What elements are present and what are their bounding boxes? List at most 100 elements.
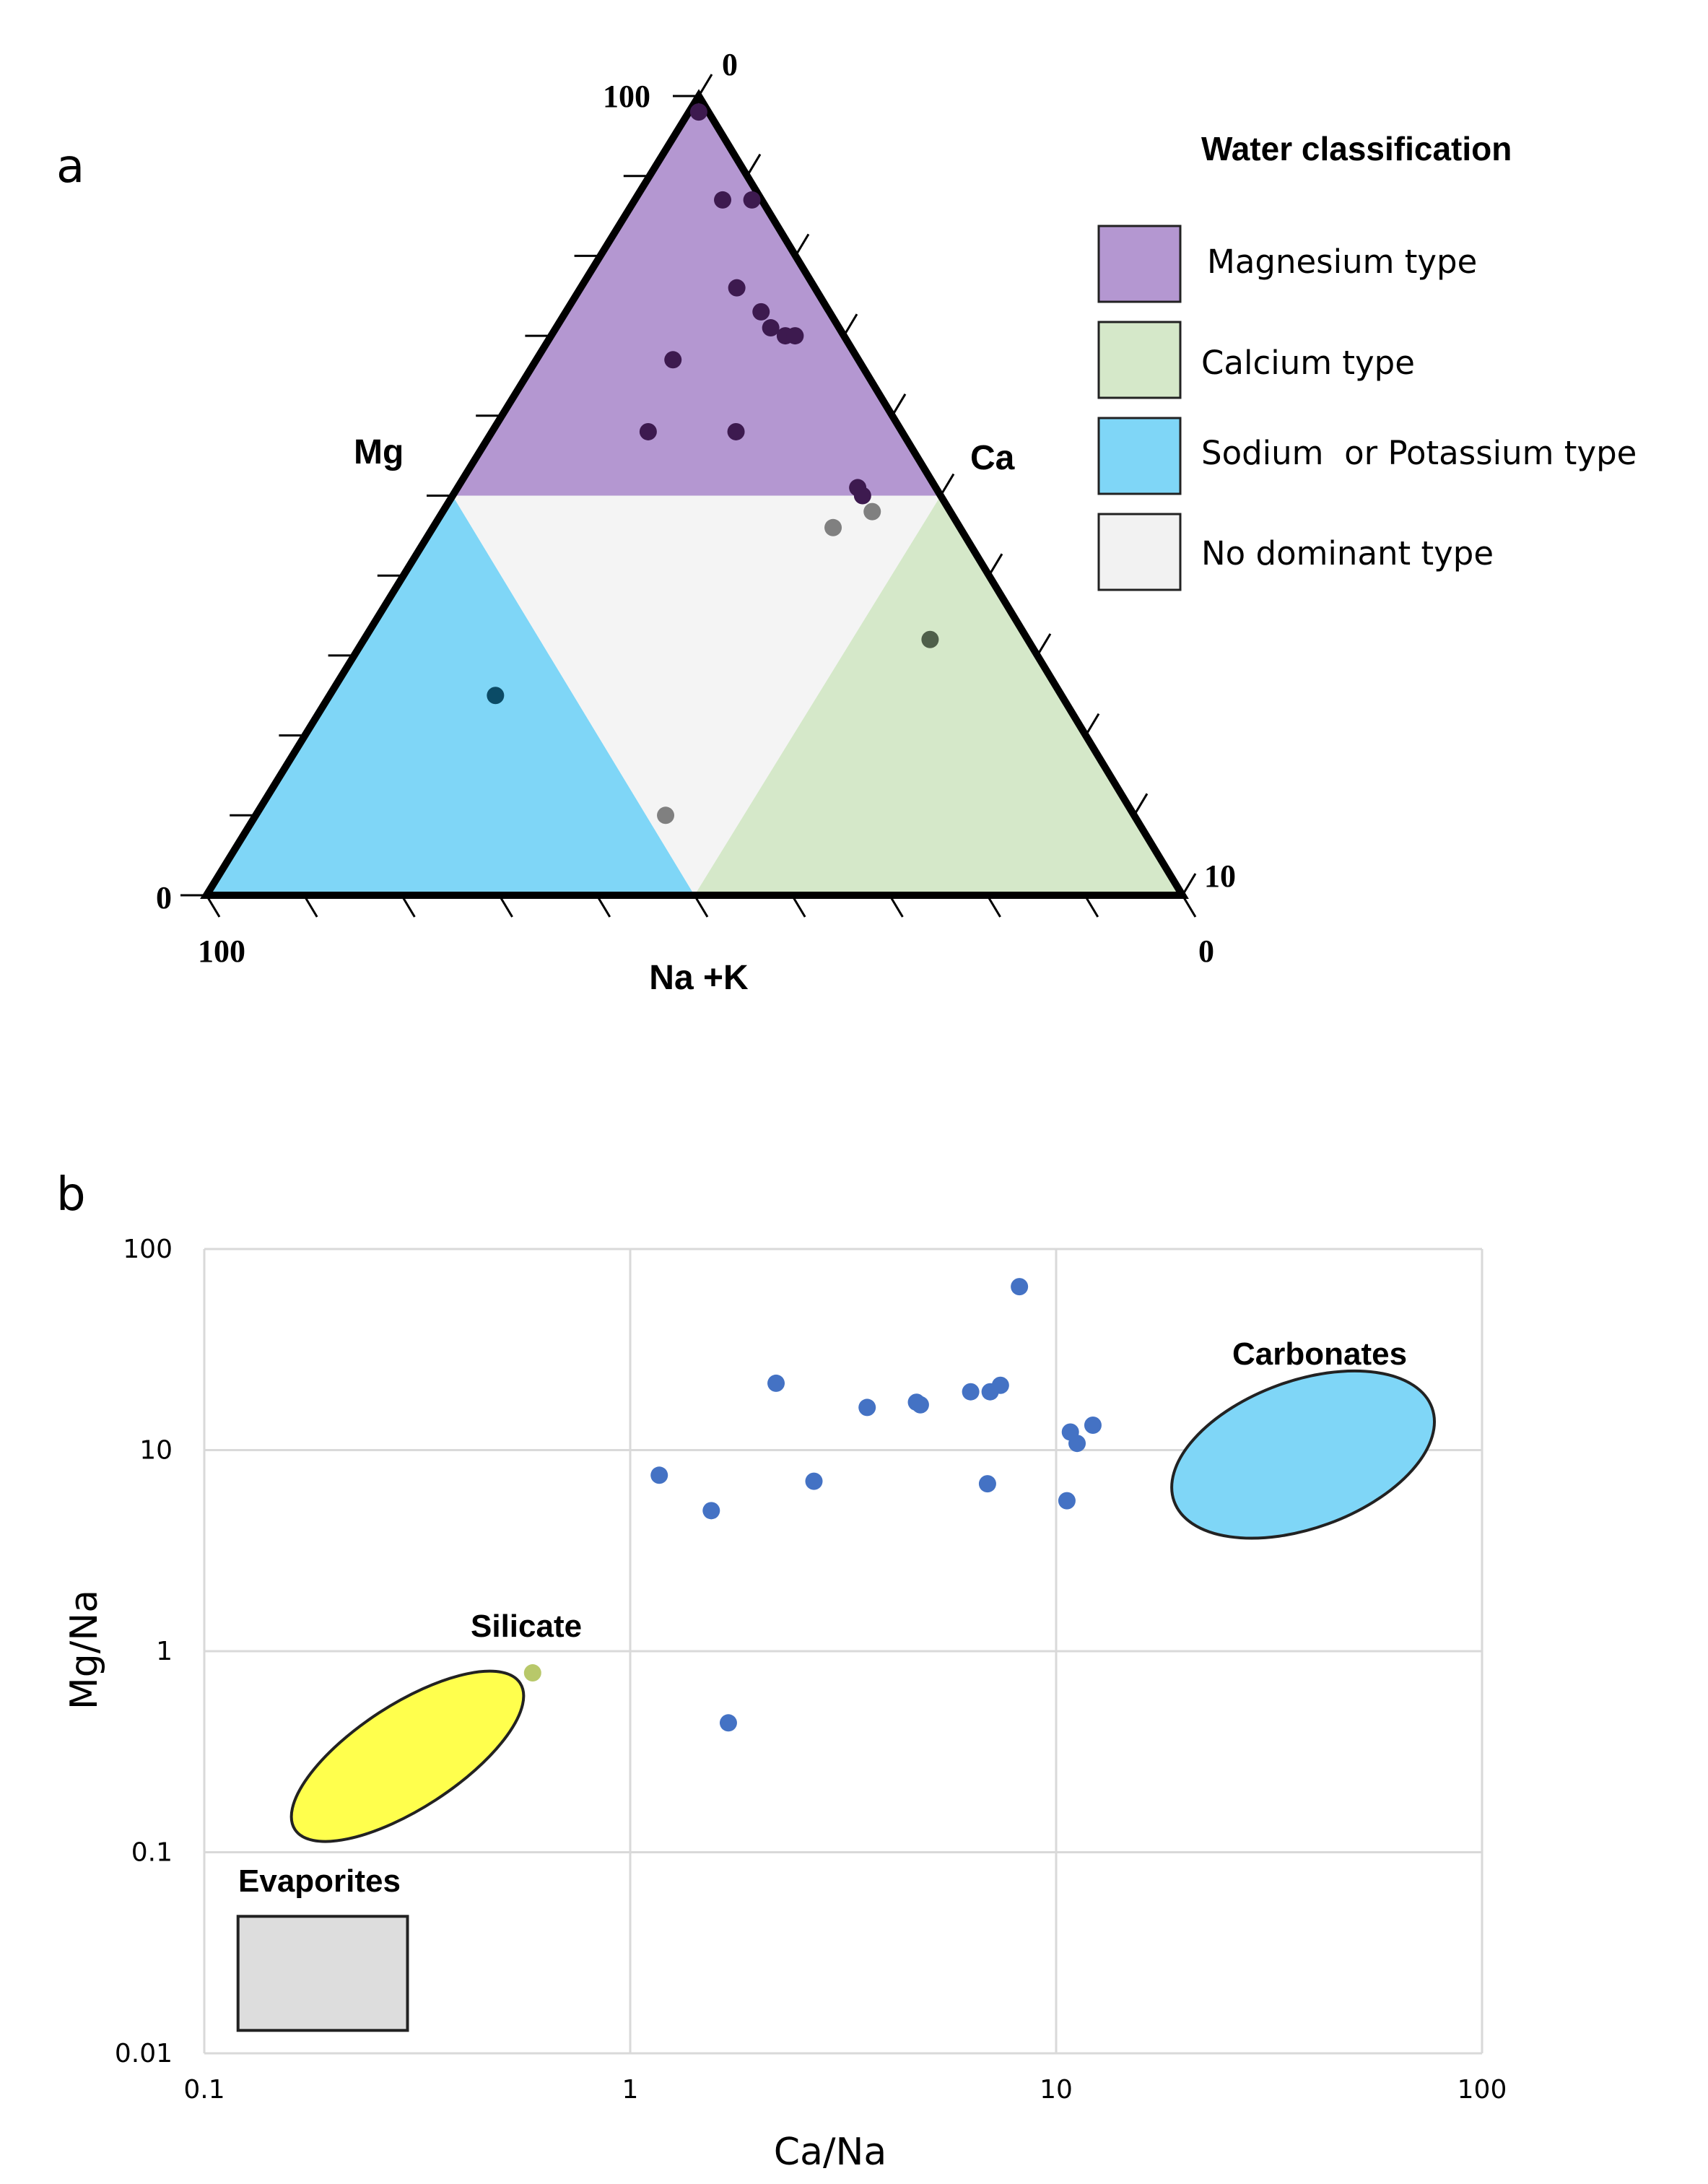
scatter-data-point [1068,1435,1086,1453]
legend-label-sodium: Sodium or Potassium type [1201,434,1637,472]
y-tick-label: 100 [123,1235,173,1264]
ternary-ticks [180,74,1197,918]
ternary-data-point [727,422,745,440]
scatter-data-point [767,1374,785,1392]
region-sodium-potassium [206,495,694,895]
ternary-data-point [689,103,707,121]
ternary-data-point [762,319,780,337]
ternary-data-point [657,806,675,825]
legend: Water classification Magnesium type Calc… [1097,130,1637,591]
tick-labels: 0.1 1 10 100 0.01 0.1 1 10 100 [115,1235,1507,2105]
legend-swatch-sodium [1097,417,1182,495]
tick-bottom [498,895,513,918]
scatter-data-point [962,1383,980,1401]
panel-label-b: b [56,1168,86,1222]
x-axis-label: Ca/Na [774,2131,886,2174]
tick-right [1133,793,1149,817]
carbonates-ellipse [1170,1369,1436,1540]
scatter-data-point [911,1396,929,1414]
x-tick-label: 100 [1458,2075,1507,2105]
axis-label-mg: Mg [354,433,404,471]
legend-swatch-magnesium [1097,225,1182,303]
ternary-data-point [786,327,804,345]
tick-bottom [1084,895,1099,918]
tick-bottom [401,895,416,918]
ternary-data-point [728,279,746,297]
annotation-carbonates: Carbonates [1232,1336,1407,1372]
ternary-data-point [824,518,842,536]
scatter-plot: 0.1 1 10 100 0.01 0.1 1 10 100 Ca/Na Mg/Na Carbo… [63,1235,1507,2174]
y-tick-label: 10 [139,1436,173,1466]
x-tick-label: 10 [1040,2075,1073,2105]
ternary-data-point [639,422,657,440]
x-tick-label: 1 [622,2075,639,2105]
tick-right [1084,713,1100,736]
legend-label-no-dominant: No dominant type [1201,534,1494,573]
tick-bottom [596,895,611,918]
tick-label-bottom-left: 100 [198,934,245,969]
legend-title: Water classification [1201,130,1512,168]
region-no-dominant [453,495,941,895]
tick-bottom [790,895,806,918]
tick-right [746,153,762,177]
ternary-diagram: Mg Ca Na +K 100 0 0 10 100 0 [156,47,1236,997]
ternary-data-point [664,351,682,369]
tick-right [891,393,907,417]
y-tick-label: 1 [156,1637,173,1666]
legend-label-calcium: Calcium type [1201,344,1415,382]
scatter-data-point [719,1714,737,1732]
panel-label-a: a [56,140,84,193]
evaporites-box [236,1915,409,2032]
scatter-data-point [1084,1417,1102,1435]
axis-label-ca: Ca [970,439,1015,477]
y-axis-label: Mg/Na [63,1590,106,1710]
scatter-data-point [1011,1278,1029,1296]
tick-label-bottom-right: 0 [1198,934,1214,969]
tick-label-right-top: 0 [722,47,738,82]
tick-bottom [1181,895,1197,918]
scatter-data-point [523,1664,541,1682]
scatter-data-point [1058,1492,1076,1510]
ternary-data-point [921,630,939,648]
tick-right [1036,633,1052,656]
y-tick-label: 0.01 [115,2039,173,2068]
tick-bottom [986,895,1001,918]
ternary-points [487,103,939,825]
tick-right [842,313,858,336]
tick-bottom [302,895,318,918]
reference-regions [236,1369,1436,2032]
x-tick-label: 0.1 [183,2075,225,2105]
scatter-data-point [978,1475,996,1493]
scatter-data-point [981,1383,999,1401]
scatter-data-point [805,1472,823,1490]
legend-swatch-calcium [1097,321,1182,399]
tick-right [939,473,955,497]
region-calcium [694,495,1182,895]
annotation-silicate: Silicate [471,1609,582,1644]
tick-label-left-min: 0 [156,880,172,915]
ternary-data-point [743,191,761,209]
ternary-regions [206,96,1182,895]
tick-right [1181,873,1197,896]
tick-bottom [693,895,709,918]
tick-right [794,233,810,257]
ternary-data-point [853,487,871,505]
tick-bottom [889,895,904,918]
scatter-data-point [650,1466,668,1484]
silicate-ellipse [289,1669,526,1843]
region-magnesium [453,96,941,496]
scatter-points [523,1278,1102,1732]
scatter-data-point [702,1502,720,1520]
tick-label-right-bottom: 10 [1204,858,1236,894]
y-tick-label: 0.1 [131,1838,173,1868]
ternary-data-point [863,503,881,521]
annotation-evaporites: Evaporites [238,1863,401,1899]
axis-label-na-k: Na +K [649,959,749,997]
ternary-data-point [752,303,770,321]
legend-label-magnesium: Magnesium type [1207,243,1477,281]
ternary-data-point [714,191,732,209]
tick-right [988,553,1003,576]
grid [203,1248,1483,2055]
ternary-data-point [487,687,505,705]
